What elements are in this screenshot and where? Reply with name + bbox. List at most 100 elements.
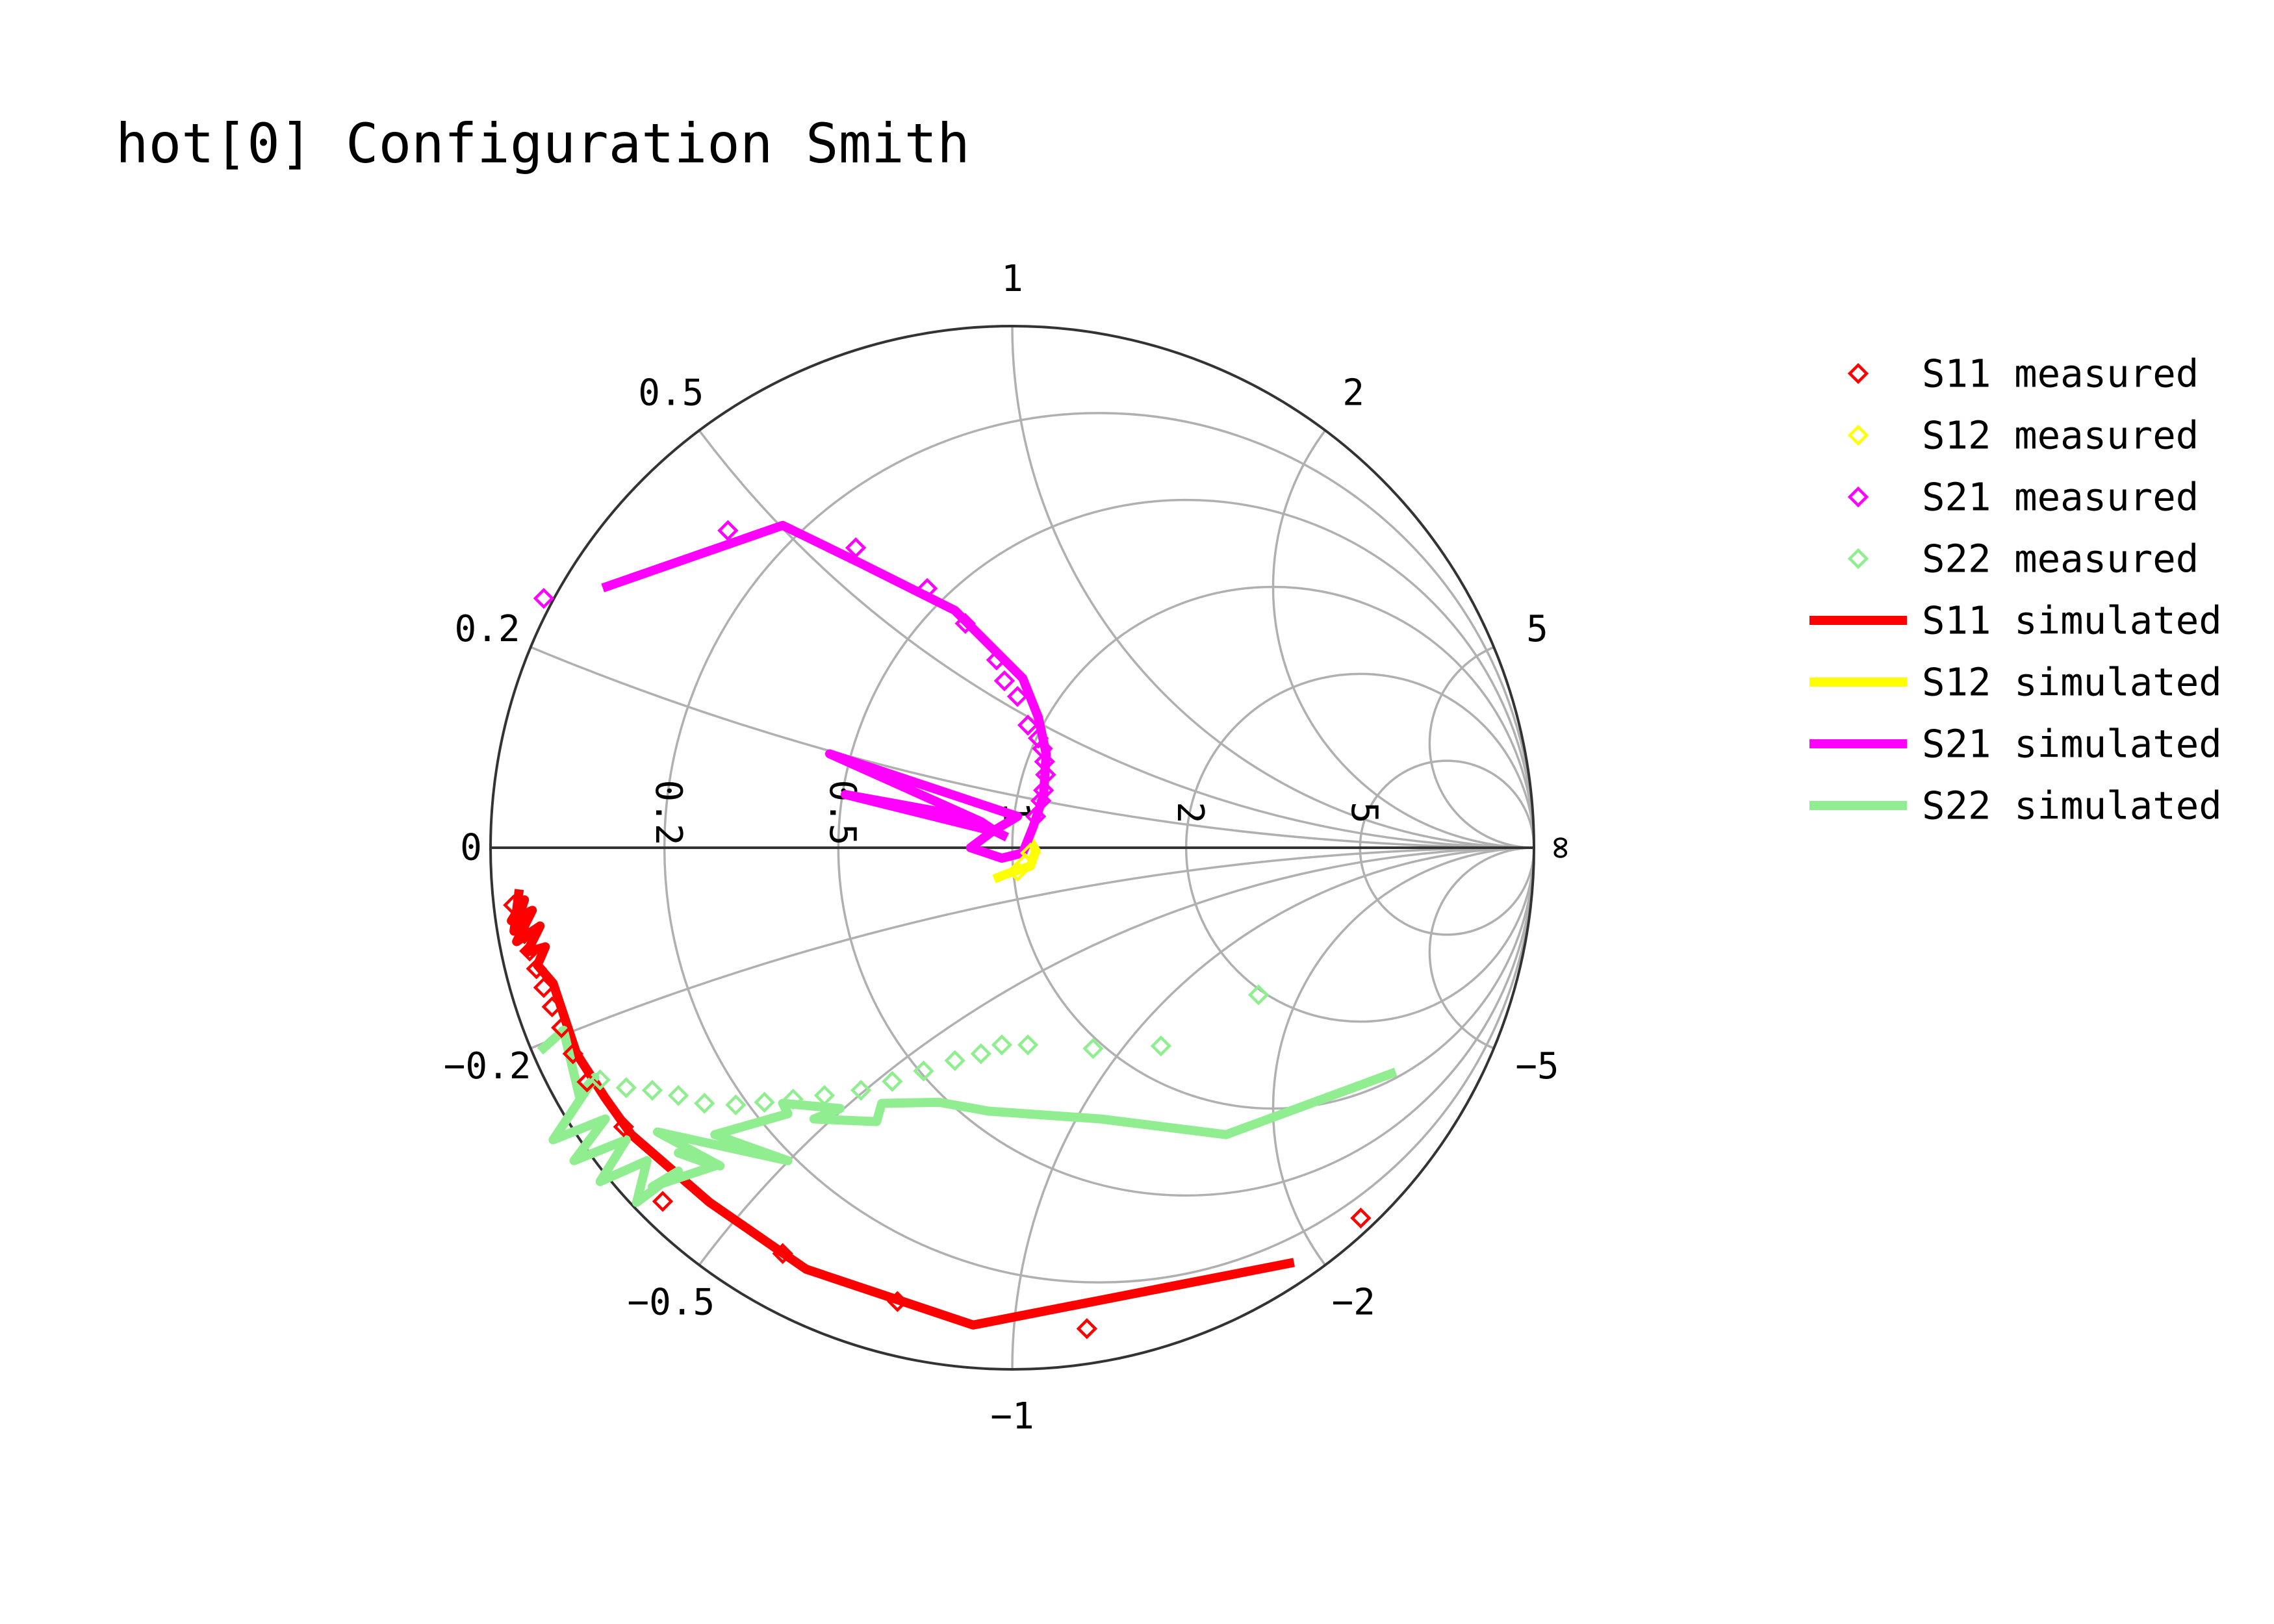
reactance-label: −5 <box>1515 1045 1559 1087</box>
legend-marker <box>1847 424 1869 446</box>
s22-measured-point <box>882 1071 903 1092</box>
s21-measured-point <box>717 520 739 541</box>
legend-marker <box>1847 548 1869 570</box>
legend-item: S11 simulated <box>1809 598 2222 643</box>
reactance-arc-neg-1 <box>1011 846 1534 1369</box>
legend-marker <box>1847 486 1869 508</box>
s11-measured-point <box>533 977 555 998</box>
s11-measured-point <box>1350 1207 1372 1229</box>
s21-measured-point <box>993 670 1016 692</box>
s21-measured-point <box>1006 685 1028 707</box>
legend-item: S22 measured <box>1847 537 2199 581</box>
legend-item: S12 measured <box>1847 413 2199 458</box>
smith-outer-circle <box>489 325 1535 1371</box>
series-s22-line <box>537 1026 1398 1208</box>
s22-measured-point <box>944 1050 965 1071</box>
legend-label: S12 simulated <box>1922 660 2222 705</box>
s22-measured-point <box>589 1069 611 1091</box>
legend-label: S21 measured <box>1922 475 2199 520</box>
legend-label: S11 simulated <box>1922 598 2222 643</box>
legend: S11 measured S12 measured S21 measured S22 … <box>1809 351 2222 828</box>
reactance-label: −0.2 <box>444 1045 531 1087</box>
s22-measured-point <box>694 1093 715 1114</box>
s22-measured-point <box>725 1094 747 1116</box>
legend-item: S21 simulated <box>1809 722 2222 767</box>
s22-measured-point <box>1247 984 1270 1006</box>
s11-measured-point <box>519 940 541 962</box>
s11-measured-point <box>526 958 547 980</box>
infinity-label: ∞ <box>1540 837 1583 859</box>
reactance-arc-neg-0.2 <box>491 846 1534 1369</box>
s21-measured-point <box>1034 751 1055 772</box>
s11-measured-point <box>508 907 530 929</box>
s11-measured-point <box>772 1243 793 1264</box>
s22-measured-point <box>667 1085 689 1106</box>
s11-measured-point <box>562 1043 584 1065</box>
legend-label: S22 measured <box>1922 537 2199 581</box>
s21-measured-point <box>1017 715 1039 736</box>
s21-measured-point <box>916 577 938 600</box>
chart-title: hot[0] Configuration Smith <box>116 112 970 175</box>
series-s21-line <box>601 520 1051 863</box>
s11-measured-point <box>514 923 535 945</box>
legend-marker <box>1847 362 1869 385</box>
s22-measured-point <box>1150 1035 1172 1057</box>
reactance-label: −1 <box>990 1395 1034 1438</box>
s22-simulated-line <box>537 1026 1398 1208</box>
reactance-label: 0.5 <box>638 372 704 414</box>
legend-label: S21 simulated <box>1922 722 2222 767</box>
legend-item: S11 measured <box>1847 351 2199 396</box>
s22-measured-point <box>1082 1037 1104 1059</box>
reactance-label: 0.2 <box>454 608 520 650</box>
series-s22-markers <box>589 984 1270 1116</box>
series-s11-markers <box>503 894 1372 1339</box>
s11-measured-point <box>1076 1318 1098 1339</box>
s21-measured-point <box>1027 728 1049 749</box>
resistance-label: 5 <box>1343 802 1385 824</box>
s11-measured-point <box>652 1191 674 1212</box>
reactance-arc-pos-1 <box>1011 326 1534 849</box>
legend-label: S22 simulated <box>1922 783 2222 828</box>
resistance-label: 0.5 <box>821 780 863 845</box>
legend-item: S21 measured <box>1847 475 2199 520</box>
s22-measured-point <box>782 1088 804 1110</box>
s21-measured-point <box>1030 790 1052 811</box>
reactance-label: 1 <box>1001 258 1023 300</box>
s22-measured-point <box>970 1043 992 1065</box>
s11-measured-point <box>613 1116 634 1137</box>
legend-label: S11 measured <box>1922 351 2199 396</box>
reactance-label: −2 <box>1331 1282 1375 1324</box>
reactance-label: −0.5 <box>627 1282 715 1324</box>
s22-measured-point <box>991 1034 1013 1056</box>
s11-measured-point <box>887 1291 908 1312</box>
s22-measured-point <box>813 1085 836 1106</box>
s21-measured-point <box>1032 780 1054 801</box>
legend-item: S22 simulated <box>1809 783 2222 828</box>
reactance-arc-pos-2 <box>1271 326 1534 849</box>
s21-measured-point <box>986 649 1008 671</box>
s21-measured-point <box>954 613 976 634</box>
series-s12-markers <box>1006 842 1041 882</box>
reactance-label: 2 <box>1342 372 1364 414</box>
s21-simulated-line <box>601 520 1051 863</box>
reactance-arc-neg-2 <box>1271 846 1534 1369</box>
resistance-label: 2 <box>1169 802 1211 824</box>
data-series <box>503 520 1398 1339</box>
tick-labels: 0.2 0.5 1 2 510.5 20.2 5−1−0.5 −2−0.2 −50 ∞ <box>444 258 1583 1438</box>
s22-measured-point <box>913 1060 934 1082</box>
zero-label: 0 <box>460 827 482 869</box>
resistance-label: 0.2 <box>647 780 689 845</box>
s21-measured-point <box>845 537 867 559</box>
s22-measured-point <box>641 1080 663 1101</box>
legend-label: S12 measured <box>1922 413 2199 458</box>
s22-measured-point <box>850 1080 872 1101</box>
s11-measured-point <box>541 996 563 1018</box>
reactance-label: 5 <box>1526 608 1548 650</box>
legend-item: S12 simulated <box>1809 660 2222 705</box>
s22-measured-point <box>615 1077 637 1098</box>
s21-measured-point <box>533 587 555 609</box>
s22-measured-point <box>1017 1034 1039 1056</box>
s12-measured-point <box>1006 860 1028 882</box>
s22-measured-point <box>754 1091 775 1113</box>
